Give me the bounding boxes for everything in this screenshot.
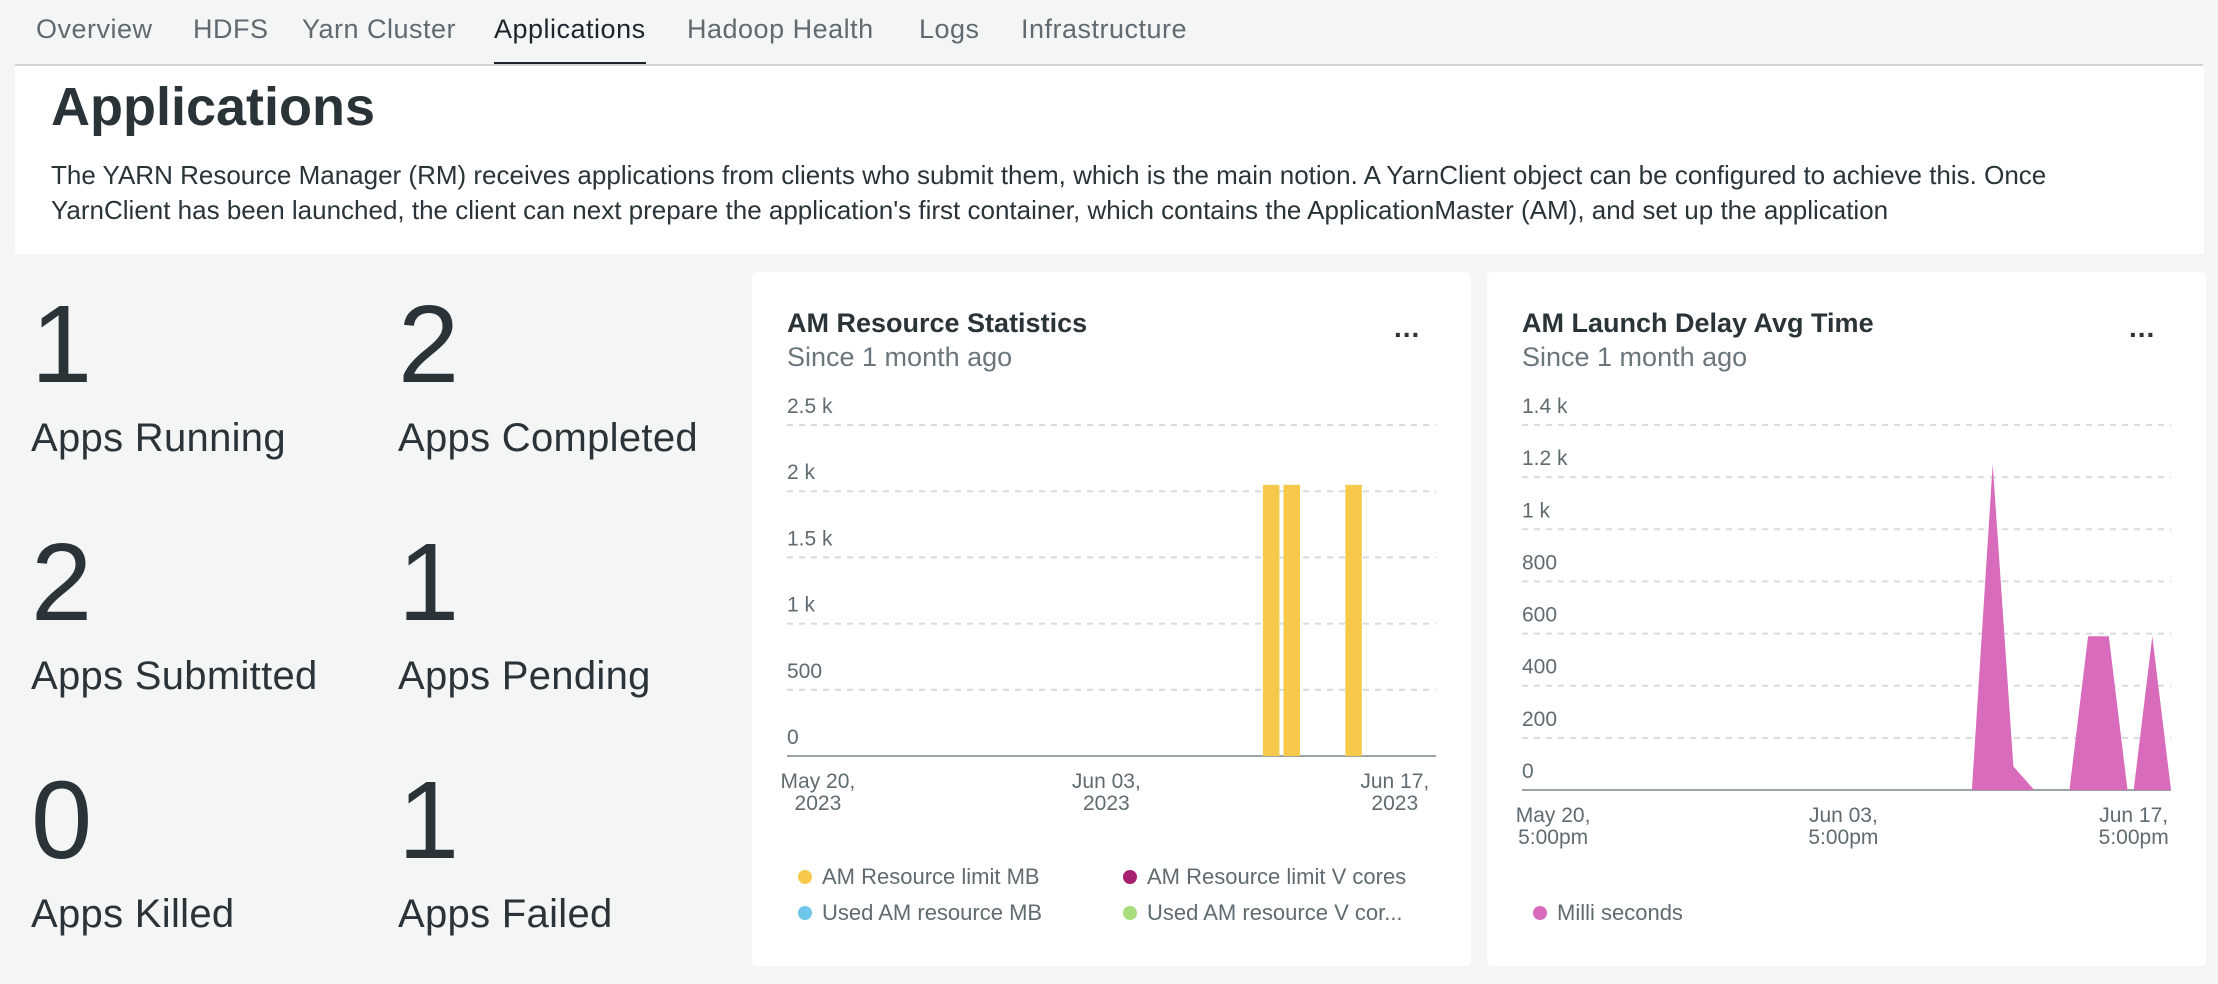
intro-card[interactable]: Applications The YARN Resource Manager (… xyxy=(15,66,2204,254)
x-tick-label: 2023 xyxy=(795,792,842,815)
legend-label: Used AM resource V cor... xyxy=(1147,900,1403,925)
billboard-label: Apps Running xyxy=(31,416,286,460)
intro-description: The YARN Resource Manager (RM) receives … xyxy=(51,160,2047,225)
y-tick-label: 1 k xyxy=(787,594,816,617)
tab-divider xyxy=(15,64,2203,66)
y-tick-label: 1.4 k xyxy=(1522,395,1568,418)
tab-hadoop-health[interactable]: Hadoop Health xyxy=(687,14,874,44)
billboard-apps-completed[interactable]: 2 Apps Completed xyxy=(382,272,732,492)
y-tick-label: 600 xyxy=(1522,604,1557,627)
legend-item[interactable]: Used AM resource V cor... xyxy=(1123,900,1403,926)
y-tick-label: 1.5 k xyxy=(787,527,833,550)
tab-logs[interactable]: Logs xyxy=(919,14,980,44)
billboard-value: 1 xyxy=(31,283,93,406)
y-tick-label: 1 k xyxy=(1522,499,1551,522)
billboard-label: Apps Submitted xyxy=(31,654,318,698)
billboard-value: 1 xyxy=(398,759,460,882)
legend-item[interactable]: AM Resource limit V cores xyxy=(1123,864,1406,890)
legend-item[interactable]: Used AM resource MB xyxy=(798,900,1042,926)
chart-subtitle: Since 1 month ago xyxy=(787,342,1013,372)
billboard-apps-killed[interactable]: 0 Apps Killed xyxy=(15,748,365,968)
legend-dot xyxy=(1123,906,1137,920)
y-tick-label: 500 xyxy=(787,660,822,683)
billboard-apps-submitted[interactable]: 2 Apps Submitted xyxy=(15,510,365,730)
chart-title: AM Resource Statistics xyxy=(787,308,1088,338)
legend-label: AM Resource limit V cores xyxy=(1147,864,1407,889)
area-segment xyxy=(1971,464,2035,790)
x-tick-label: Jun 17, xyxy=(2099,804,2168,827)
area-segment xyxy=(2133,636,2171,790)
x-tick-label: Jun 17, xyxy=(1360,770,1429,793)
y-tick-label: 0 xyxy=(1522,760,1534,783)
tab-bar: Overview HDFS Yarn Cluster Applications … xyxy=(0,0,2218,66)
x-tick-label: 5:00pm xyxy=(1808,826,1878,849)
billboard-label: Apps Failed xyxy=(398,892,613,936)
x-tick-label: May 20, xyxy=(781,770,856,793)
x-tick-label: Jun 03, xyxy=(1809,804,1878,827)
legend-dot xyxy=(1533,906,1547,920)
legend-label: Milli seconds xyxy=(1557,900,1683,925)
y-tick-label: 2.5 k xyxy=(787,395,833,418)
x-tick-label: Jun 03, xyxy=(1072,770,1141,793)
billboard-label: Apps Pending xyxy=(398,654,651,698)
page-title: Applications xyxy=(51,77,376,137)
legend-label: AM Resource limit MB xyxy=(822,864,1040,889)
billboard-value: 2 xyxy=(31,521,93,644)
y-tick-label: 1.2 k xyxy=(1522,447,1568,470)
tab-infrastructure[interactable]: Infrastructure xyxy=(1021,14,1188,44)
billboard-value: 2 xyxy=(398,283,460,406)
bar xyxy=(1345,484,1362,756)
x-tick-label: 5:00pm xyxy=(2099,826,2169,849)
y-tick-label: 800 xyxy=(1522,551,1557,574)
tab-applications[interactable]: Applications xyxy=(494,14,646,66)
y-tick-label: 2 k xyxy=(787,461,816,484)
billboard-apps-pending[interactable]: 1 Apps Pending xyxy=(382,510,732,730)
tab-yarn-cluster[interactable]: Yarn Cluster xyxy=(302,14,457,44)
more-options-icon[interactable]: ... xyxy=(2129,312,2156,343)
legend-item[interactable]: AM Resource limit MB xyxy=(798,864,1040,890)
billboard-apps-running[interactable]: 1 Apps Running xyxy=(15,272,365,492)
legend-dot xyxy=(798,906,812,920)
x-tick-label: May 20, xyxy=(1516,804,1591,827)
tab-hdfs[interactable]: HDFS xyxy=(193,14,269,44)
legend-item[interactable]: Milli seconds xyxy=(1533,900,1683,926)
y-tick-label: 200 xyxy=(1522,708,1557,731)
legend-label: Used AM resource MB xyxy=(822,900,1043,925)
x-tick-label: 2023 xyxy=(1083,792,1130,815)
more-options-icon[interactable]: ... xyxy=(1394,312,1421,343)
legend-dot xyxy=(798,870,812,884)
billboard-value: 0 xyxy=(31,759,93,882)
legend-dot xyxy=(1123,870,1137,884)
x-tick-label: 5:00pm xyxy=(1518,826,1588,849)
chart-card-am-resource[interactable]: AM Resource Statistics Since 1 month ago… xyxy=(752,272,1471,966)
tab-overview[interactable]: Overview xyxy=(36,14,153,44)
y-tick-label: 0 xyxy=(787,726,799,749)
chart-subtitle: Since 1 month ago xyxy=(1522,342,1748,372)
x-tick-label: 2023 xyxy=(1371,792,1418,815)
area-segment xyxy=(2069,636,2128,790)
bar xyxy=(1283,484,1301,756)
chart-title: AM Launch Delay Avg Time xyxy=(1522,308,1874,338)
billboard-label: Apps Killed xyxy=(31,892,235,936)
bar xyxy=(1262,484,1280,756)
chart-card-am-launch-delay[interactable]: AM Launch Delay Avg Time Since 1 month a… xyxy=(1487,272,2206,966)
billboard-apps-failed[interactable]: 1 Apps Failed xyxy=(382,748,732,968)
y-tick-label: 400 xyxy=(1522,656,1557,679)
billboard-value: 1 xyxy=(398,521,460,644)
billboard-label: Apps Completed xyxy=(398,416,698,460)
